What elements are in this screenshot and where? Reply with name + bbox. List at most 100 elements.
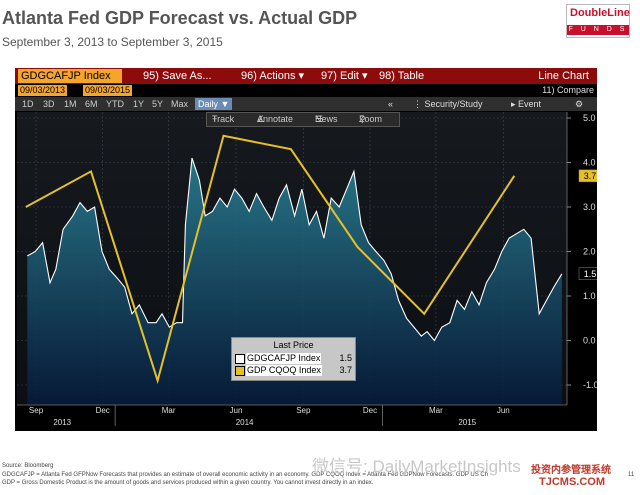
last-value-labels: 3.7 1.5 bbox=[578, 169, 597, 280]
pencil-icon: ∠ bbox=[257, 114, 266, 124]
compare-button[interactable]: 11) Compare bbox=[542, 85, 594, 95]
x-year-label: 2014 bbox=[236, 418, 254, 427]
frequency-dropdown[interactable]: Daily ▼ bbox=[195, 98, 233, 110]
y-tick-label: 5.0 bbox=[583, 113, 596, 123]
doubleline-logo: DoubleLine F U N D S bbox=[566, 4, 630, 38]
event-button[interactable]: ▸ Event bbox=[511, 98, 541, 110]
menu-label: Save As... bbox=[161, 70, 212, 82]
x-year-label: 2015 bbox=[458, 418, 476, 427]
ticker-field[interactable]: GDGCAFJP Index bbox=[18, 69, 122, 83]
period-1m[interactable]: 1M bbox=[64, 99, 77, 109]
wechat-watermark: 微信号: DailyMarketInsights bbox=[312, 457, 521, 476]
menu-label: Table bbox=[397, 70, 425, 82]
search-icon: ⚲ bbox=[359, 114, 366, 124]
save-as-menu[interactable]: 95) Save As... bbox=[143, 70, 212, 82]
y-tick-label: 1.0 bbox=[583, 291, 596, 301]
footer-note-2: GDP = Gross Domestic Product is the amou… bbox=[2, 480, 374, 486]
x-tick-label: Sep bbox=[29, 406, 44, 415]
menu-bar: GDGCAFJP Index 95) Save As... 96) Action… bbox=[15, 68, 597, 84]
legend-item-name: GDGCAFJP Index bbox=[246, 353, 322, 364]
menu-num: 97 bbox=[321, 70, 334, 82]
legend-header: Last Price bbox=[273, 340, 314, 350]
chart-legend: Last Price GDGCAFJP Index 1.5 GDP CQOQ I… bbox=[231, 337, 356, 381]
security-study-button[interactable]: ⋮ Security/Study bbox=[413, 98, 483, 110]
chevron-down-icon: ▾ bbox=[298, 70, 305, 82]
period-3d[interactable]: 3D bbox=[43, 99, 55, 109]
legend-item-value: 1.5 bbox=[339, 353, 352, 363]
period-1y[interactable]: 1Y bbox=[133, 99, 145, 109]
zoom-label: Zoom bbox=[359, 114, 383, 124]
series-line-gdgcafjp bbox=[27, 157, 563, 342]
bars-icon: ⋮ bbox=[413, 99, 422, 109]
footer-source: Source: Bloomberg bbox=[2, 463, 54, 469]
tjcms-brand-en: TJCMS.COM bbox=[539, 476, 605, 488]
annotate-label: Annotate bbox=[257, 114, 294, 124]
series-line-gdp-cqoq bbox=[25, 134, 516, 385]
x-tick-label: Jun bbox=[230, 406, 243, 415]
tjcms-brand-cn: 投资内参管理系统 bbox=[531, 465, 611, 476]
logo-tag: F U N D S bbox=[567, 25, 629, 35]
last-value-tag bbox=[578, 169, 597, 183]
chevron-down-icon: ▾ bbox=[362, 70, 368, 82]
period-max[interactable]: Max bbox=[171, 99, 189, 109]
period-6m[interactable]: 6M bbox=[85, 99, 98, 109]
period-ytd[interactable]: YTD bbox=[106, 99, 124, 109]
event-icon: ▸ bbox=[511, 99, 516, 109]
legend-swatch bbox=[235, 354, 245, 364]
table-menu[interactable]: 98) Table bbox=[379, 70, 425, 82]
legend-swatch bbox=[235, 366, 245, 376]
chart-tools-bar: + Track ∠ Annotate ☰ News ⚲ Zoom bbox=[206, 112, 400, 127]
x-tick-label: Dec bbox=[363, 406, 377, 415]
edit-menu[interactable]: 97) Edit ▾ bbox=[321, 70, 368, 82]
legend-item-name: GDP CQOQ Index bbox=[246, 365, 322, 376]
page-title: Atlanta Fed GDP Forecast vs. Actual GDP bbox=[2, 8, 358, 28]
footer-note-1: GDGCAFJP = Atlanta Fed GFPNow Forecasts … bbox=[2, 472, 489, 478]
legend-item-value: 3.7 bbox=[339, 365, 352, 375]
y-tick-label: -1.0 bbox=[583, 380, 597, 390]
menu-label: Edit bbox=[339, 70, 359, 82]
last-value-text: 1.5 bbox=[584, 269, 597, 279]
bloomberg-terminal: 5.0 4.0 3.0 2.0 1.0 0.0 -1.0 Sep Dec Mar Jun Sep De… bbox=[15, 68, 597, 431]
chart-canvas: 5.0 4.0 3.0 2.0 1.0 0.0 -1.0 Sep Dec Mar Jun Sep De… bbox=[17, 112, 597, 427]
menu-num: 96 bbox=[241, 70, 254, 82]
start-date-field[interactable]: 09/03/2013 bbox=[18, 85, 68, 96]
actions-menu[interactable]: 96) Actions ▾ bbox=[241, 70, 305, 82]
x-tick-label: Sep bbox=[296, 406, 311, 415]
x-axis: Sep Dec Mar Jun Sep Dec Mar Jun 2013 2014 2015 bbox=[17, 404, 567, 427]
gear-icon[interactable]: ⚙ bbox=[575, 99, 584, 109]
x-tick-label: Mar bbox=[162, 406, 176, 415]
chart-type-label[interactable]: Line Chart bbox=[538, 70, 589, 82]
y-tick-label: 4.0 bbox=[583, 158, 596, 168]
period-5y[interactable]: 5Y bbox=[152, 99, 164, 109]
event-label: Event bbox=[518, 99, 542, 109]
date-range-row: 09/03/2013 09/03/2015 11) Compare bbox=[15, 84, 597, 97]
forecast-area-fill bbox=[27, 158, 562, 405]
legend-item-gdp-cqoq: GDP CQOQ Index 3.7 bbox=[235, 365, 352, 376]
x-year-label: 2013 bbox=[53, 418, 71, 427]
plus-icon: + bbox=[212, 114, 218, 124]
collapse-icon[interactable]: « bbox=[388, 99, 394, 109]
end-date-field[interactable]: 09/03/2015 bbox=[83, 85, 133, 96]
page-number: 11 bbox=[628, 472, 635, 478]
y-axis: 5.0 4.0 3.0 2.0 1.0 0.0 -1.0 bbox=[566, 112, 597, 405]
menu-label: Actions bbox=[259, 70, 296, 82]
menu-num: 95 bbox=[143, 70, 156, 82]
period-1d[interactable]: 1D bbox=[22, 99, 34, 109]
tjcms-watermark: 投资内参管理系统 TJCMS.COM bbox=[531, 461, 638, 493]
track-label: Track bbox=[212, 114, 235, 124]
x-tick-label: Mar bbox=[429, 406, 443, 415]
x-tick-label: Jun bbox=[497, 406, 510, 415]
menu-num: 98 bbox=[379, 70, 392, 82]
y-tick-label: 2.0 bbox=[583, 247, 596, 257]
page-subtitle: September 3, 2013 to September 3, 2015 bbox=[2, 35, 223, 49]
y-tick-label: 0.0 bbox=[583, 336, 596, 346]
last-value-tag bbox=[578, 267, 597, 280]
security-study-label: Security/Study bbox=[424, 99, 483, 109]
news-icon: ☰ bbox=[315, 114, 324, 124]
last-value-text: 3.7 bbox=[584, 171, 597, 181]
y-tick-label: 3.0 bbox=[583, 202, 596, 212]
x-tick-label: Dec bbox=[96, 406, 110, 415]
logo-brand: DoubleLine bbox=[570, 7, 630, 19]
legend-item-gdgcafjp: GDGCAFJP Index 1.5 bbox=[235, 353, 352, 364]
news-label: News bbox=[315, 114, 338, 124]
